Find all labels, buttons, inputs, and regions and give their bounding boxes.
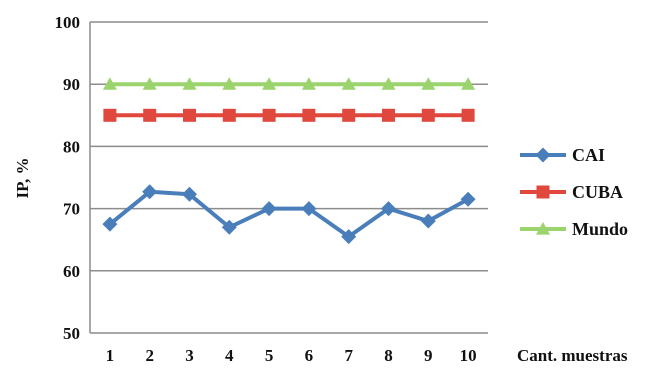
x-tick-label-2: 2 xyxy=(145,346,154,365)
y-axis-title: IP, % xyxy=(13,158,32,199)
data-point-cai-5 xyxy=(261,201,277,217)
x-axis-title: Cant. muestras xyxy=(517,346,628,365)
legend: CAI CUBA Mundo xyxy=(520,145,628,239)
data-point-cuba-10 xyxy=(461,108,475,122)
data-point-mundo-3 xyxy=(182,77,197,90)
y-tick-label-50: 50 xyxy=(63,324,80,343)
data-point-cai-8 xyxy=(381,201,396,217)
legend-marker-cai xyxy=(535,147,551,163)
data-point-cuba-9 xyxy=(421,108,435,122)
data-point-mundo-8 xyxy=(381,77,396,90)
data-point-cai-2 xyxy=(142,184,158,200)
x-tick-label-5: 5 xyxy=(265,346,274,365)
series-line-cai xyxy=(108,189,470,239)
y-tick-label-60: 60 xyxy=(63,262,80,281)
data-point-cai-10 xyxy=(460,191,476,207)
legend-marker-mundo xyxy=(536,222,550,235)
x-tick-label-4: 4 xyxy=(225,346,234,365)
x-tick-label-9: 9 xyxy=(424,346,433,365)
series-cai xyxy=(102,184,476,245)
y-tick-label-80: 80 xyxy=(63,137,80,156)
x-tick-label-6: 6 xyxy=(305,346,314,365)
x-tick-label-8: 8 xyxy=(384,346,393,365)
data-point-cai-9 xyxy=(420,213,436,229)
data-point-cai-4 xyxy=(221,219,237,235)
series-cuba xyxy=(103,108,475,122)
data-point-mundo-7 xyxy=(341,77,356,90)
legend-label-mundo: Mundo xyxy=(572,219,628,239)
legend-item-cuba: CUBA xyxy=(520,182,623,202)
data-point-cuba-5 xyxy=(262,108,276,122)
data-point-cuba-4 xyxy=(222,108,236,122)
y-tick-label-90: 90 xyxy=(63,75,80,94)
data-point-cuba-7 xyxy=(342,108,356,122)
y-tick-label-70: 70 xyxy=(63,200,80,219)
legend-marker-cuba xyxy=(536,185,550,199)
data-point-cuba-6 xyxy=(302,108,316,122)
data-point-cuba-1 xyxy=(103,108,117,122)
x-tick-label-7: 7 xyxy=(344,346,353,365)
series-lines xyxy=(102,77,476,245)
x-tick-label-10: 10 xyxy=(460,346,477,365)
axes xyxy=(89,22,488,334)
tick-labels: 50 60 70 80 90 100 1 2 3 4 5 6 7 8 9 10 xyxy=(55,13,477,365)
data-point-cuba-3 xyxy=(183,108,196,122)
legend-item-cai: CAI xyxy=(520,145,605,165)
data-point-cuba-2 xyxy=(143,108,157,122)
data-point-mundo-1 xyxy=(102,77,117,90)
legend-label-cai: CAI xyxy=(572,145,605,165)
data-point-cai-3 xyxy=(182,186,197,202)
data-point-cai-1 xyxy=(102,216,118,232)
data-point-mundo-9 xyxy=(421,77,436,90)
data-point-cuba-8 xyxy=(382,108,395,122)
legend-label-cuba: CUBA xyxy=(572,182,623,202)
data-point-mundo-4 xyxy=(222,77,237,90)
data-point-mundo-5 xyxy=(262,77,277,90)
x-tick-label-1: 1 xyxy=(106,346,115,365)
y-tick-label-100: 100 xyxy=(55,13,81,32)
legend-item-mundo: Mundo xyxy=(520,219,628,239)
data-point-mundo-2 xyxy=(142,77,157,90)
series-mundo xyxy=(102,77,476,90)
data-point-cai-7 xyxy=(341,229,357,245)
data-point-cai-6 xyxy=(301,201,317,217)
data-point-mundo-6 xyxy=(301,77,316,90)
x-tick-label-3: 3 xyxy=(185,346,194,365)
data-point-mundo-10 xyxy=(461,77,476,90)
